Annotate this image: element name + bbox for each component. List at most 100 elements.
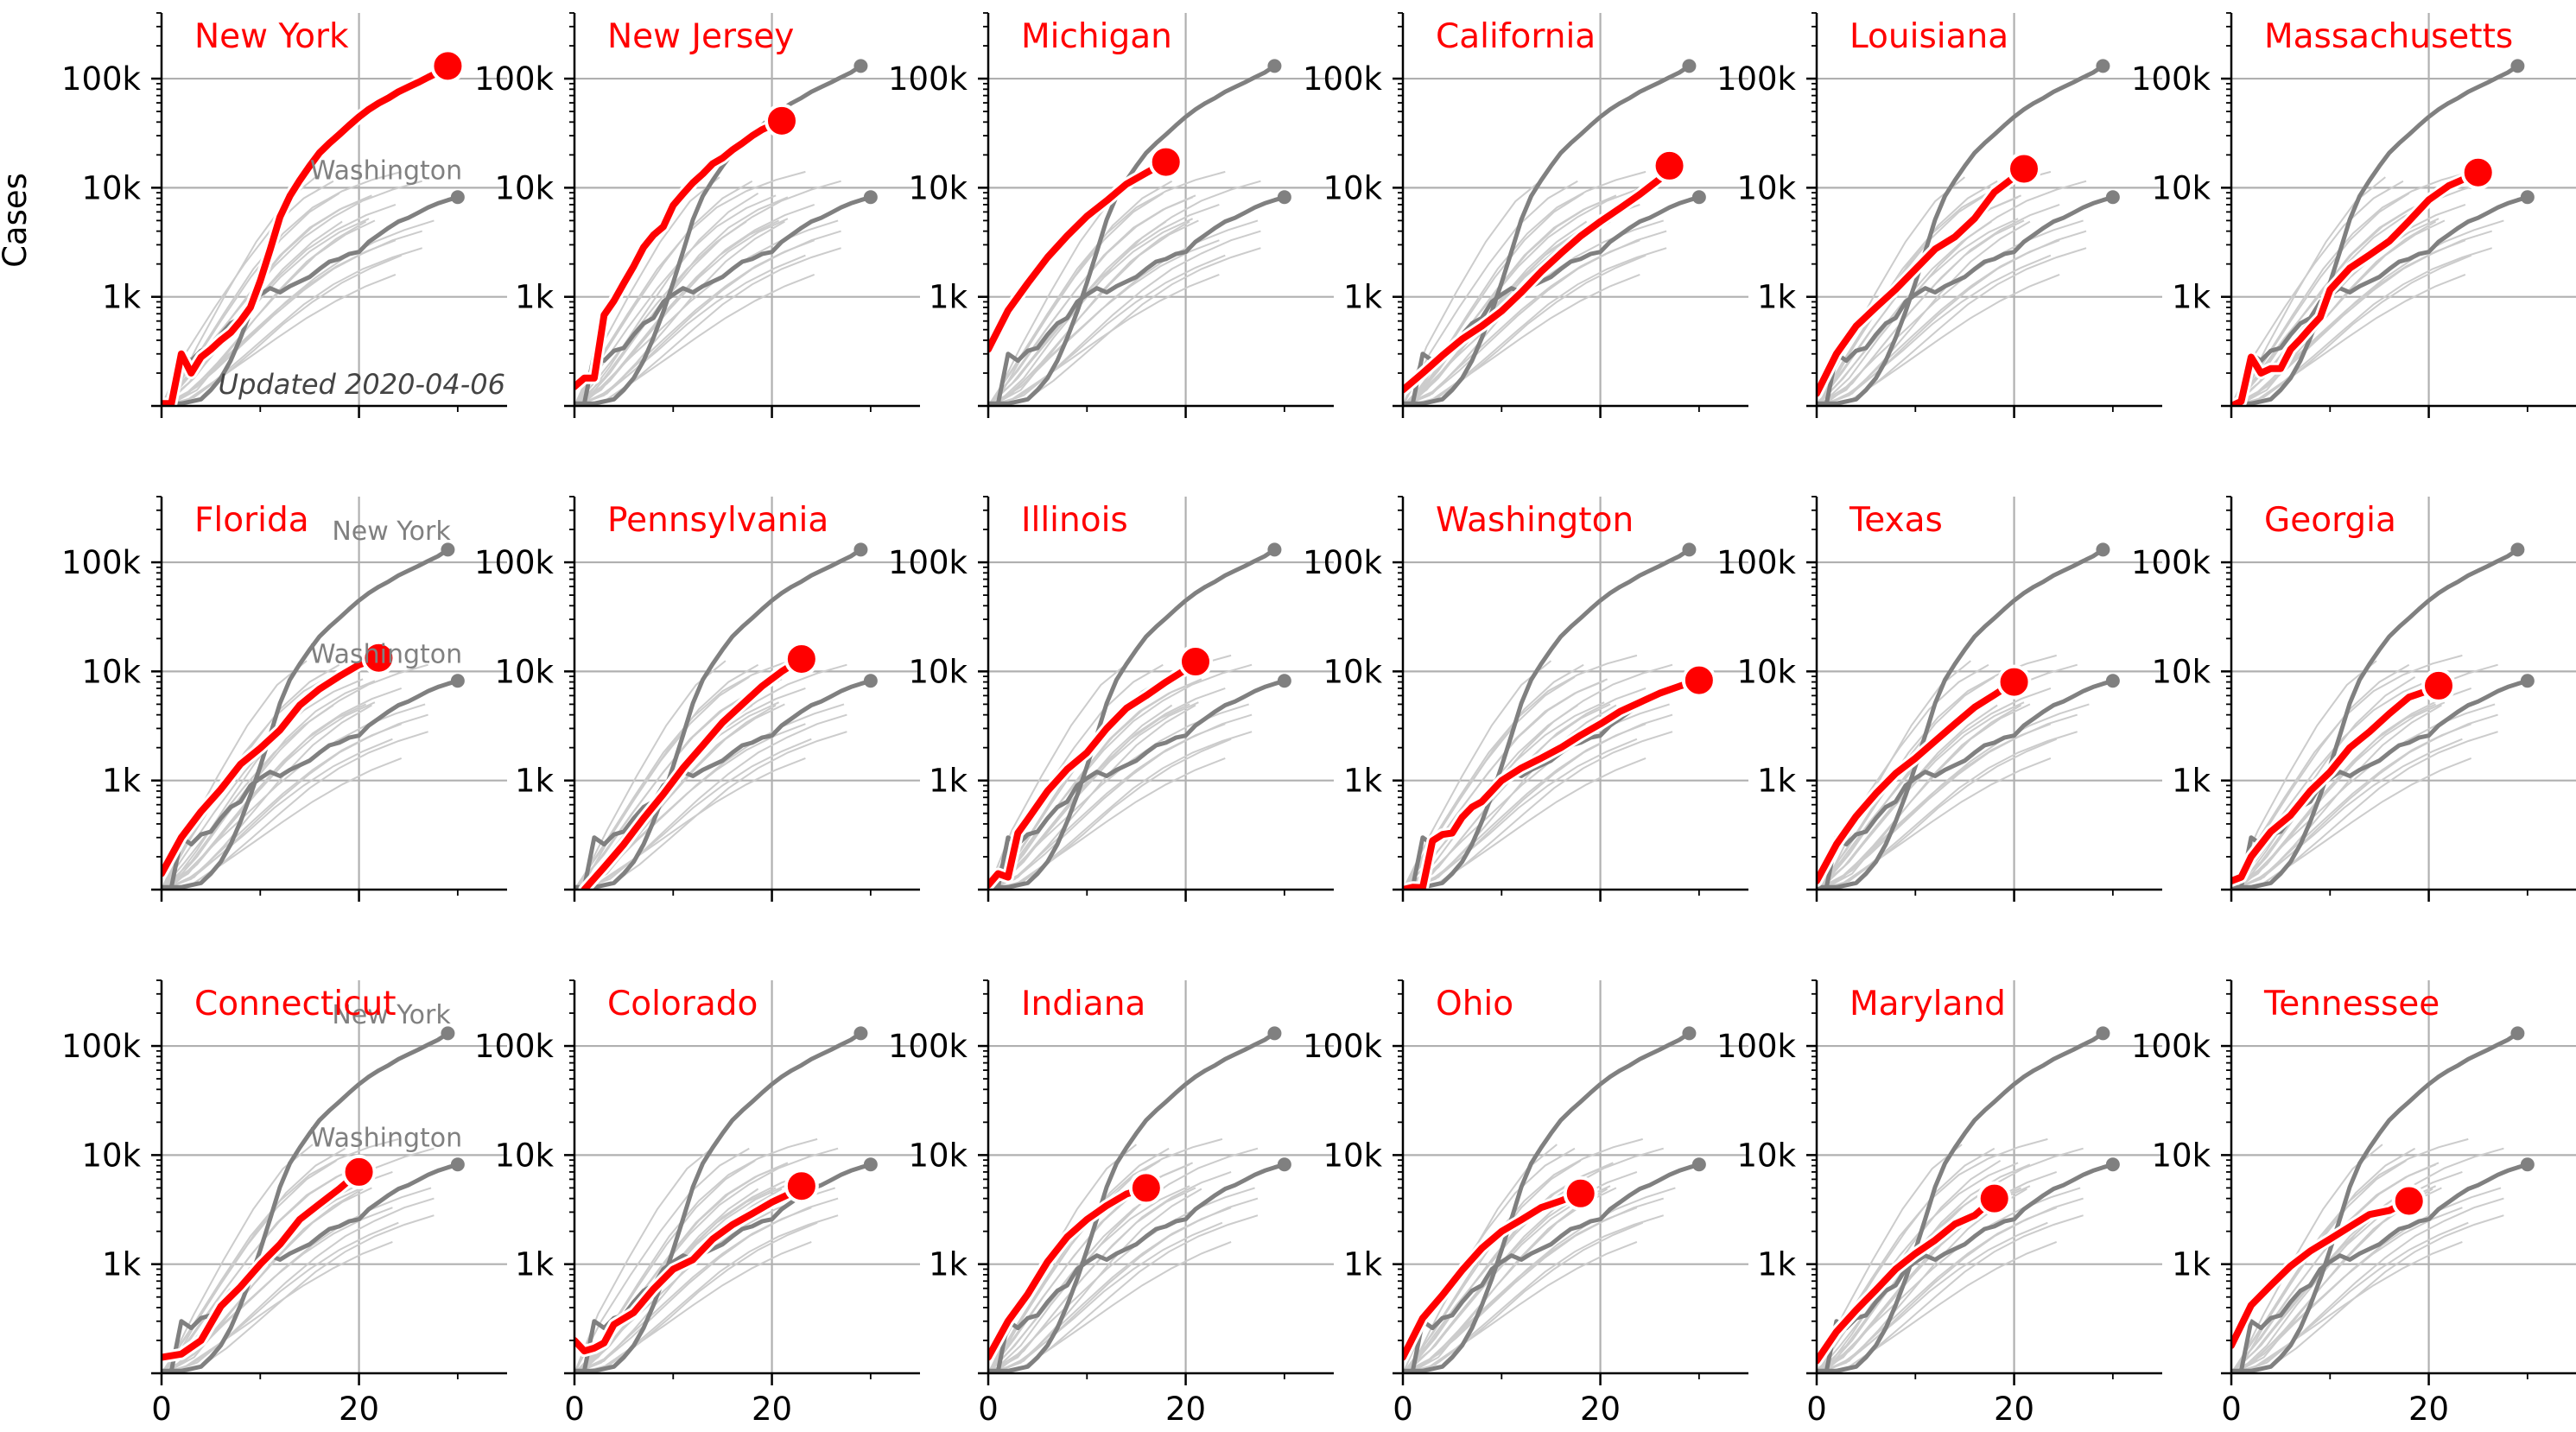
background-state-line [580, 731, 847, 890]
reference-endpoint-ny [853, 542, 868, 557]
reference-line-wa [162, 678, 459, 890]
panel-washington: Washington 1k 10k 100k [1303, 496, 1748, 902]
reference-endpoint-wa [863, 190, 878, 205]
highlight-line [1817, 1194, 1998, 1365]
background-lines [1817, 64, 2114, 406]
x-tick-label-20: 20 [2408, 1391, 2449, 1428]
background-state-line [1405, 1221, 1644, 1373]
highlight-line [574, 1182, 805, 1355]
y-tick-label-10k: 10k [908, 653, 968, 690]
background-state-line [1403, 1197, 1664, 1373]
background-state-line [162, 1240, 393, 1373]
panel-title: Florida [194, 501, 309, 540]
background-state-line [988, 239, 1220, 406]
background-state-line [162, 230, 422, 406]
background-state-line [574, 230, 841, 406]
y-tick-label-10k: 10k [1736, 653, 1796, 690]
highlight-endpoint [1652, 148, 1687, 183]
panel-texas: Texas 1k 10k 100k [1716, 496, 2162, 902]
background-state-line [162, 704, 334, 890]
panel-pennsylvania: Pennsylvania 1k 10k 100k [474, 496, 920, 902]
background-state-line [990, 219, 1199, 406]
panel-title: Louisiana [1850, 17, 2008, 56]
reference-line-ny [1817, 548, 2104, 890]
highlight-endpoint [1996, 664, 2032, 700]
panel-new-jersey: New Jersey 1k 10k 100k [474, 12, 920, 418]
highlight-line [581, 656, 805, 890]
reference-endpoint-wa [1277, 1157, 1291, 1172]
y-tick-label-100k: 100k [1303, 544, 1383, 581]
background-state-line [993, 230, 1261, 406]
highlight-line [1403, 1189, 1584, 1361]
background-state-line [1817, 219, 2025, 406]
panel-title: Colorado [607, 985, 758, 1023]
reference-line-wa [1817, 1162, 2114, 1373]
panel-title: Maryland [1850, 985, 2006, 1023]
y-tick-label-10k: 10k [81, 169, 141, 206]
background-state-line [1817, 1147, 2084, 1373]
reference-endpoint-ny [853, 1026, 868, 1041]
background-state-line [1817, 1197, 2084, 1373]
highlight-line [1817, 165, 2027, 397]
y-tick-label-100k: 100k [474, 544, 555, 581]
reference-endpoint-ny [1682, 59, 1697, 73]
panel-connecticut: New York Washington Connecticut 1k 10k 100k 0 2… [61, 979, 507, 1428]
highlight-endpoint [2007, 151, 2041, 187]
background-lines [1817, 1031, 2114, 1373]
background-state-line [167, 1197, 435, 1373]
background-state-line [1403, 1185, 1611, 1373]
background-state-line [167, 1214, 435, 1373]
background-state-line [1819, 738, 2058, 890]
background-state-line [576, 703, 785, 890]
reference-line-ny [2231, 64, 2519, 406]
panel-title: Tennessee [2263, 985, 2440, 1023]
highlight-endpoint [1178, 644, 1213, 680]
reference-line-wa [2231, 194, 2528, 406]
y-tick-label-1k: 1k [515, 1246, 555, 1283]
reference-endpoint-ny [2096, 1026, 2110, 1041]
x-tick-label-20: 20 [1580, 1391, 1621, 1428]
y-tick-label-1k: 1k [515, 279, 555, 316]
reference-line-ny [988, 1031, 1276, 1373]
panel-title: Georgia [2264, 501, 2396, 540]
y-tick-label-1k: 1k [1343, 1246, 1383, 1283]
background-state-line [580, 196, 789, 406]
background-state-line [993, 704, 1173, 890]
y-tick-label-1k: 1k [2172, 1246, 2211, 1283]
background-state-line [1817, 757, 2052, 890]
reference-endpoint-ny [1267, 1026, 1282, 1041]
highlight-line [1403, 162, 1673, 394]
panel-georgia: Georgia 1k 10k 100k [2131, 496, 2576, 902]
panel-title: Pennsylvania [607, 501, 828, 540]
reference-line-ny [1817, 1031, 2104, 1373]
y-tick-label-100k: 100k [888, 544, 968, 581]
background-state-line [2231, 1240, 2463, 1373]
background-lines [2231, 1031, 2528, 1373]
reference-line-ny [2231, 548, 2519, 890]
background-state-line [580, 713, 847, 890]
panel-california: California 1k 10k 100k [1303, 12, 1748, 418]
panel-title: Washington [1436, 501, 1634, 540]
reference-endpoint-wa [863, 1157, 878, 1172]
background-state-line [167, 680, 376, 890]
panel-new-york: Washington New York 1k 10k 100k Cases Updated … [0, 12, 507, 418]
background-state-line [1403, 1147, 1664, 1373]
y-tick-label-10k: 10k [81, 1137, 141, 1174]
panel-michigan: Michigan 1k 10k 100k [888, 12, 1334, 418]
highlight-endpoint [765, 103, 799, 138]
highlight-endpoint [2391, 1183, 2427, 1219]
background-state-line [990, 1147, 1259, 1373]
background-lines [162, 548, 459, 890]
background-state-line [167, 701, 376, 890]
background-state-line [991, 1197, 1259, 1373]
y-tick-label-1k: 1k [929, 763, 968, 800]
highlight-line [2231, 681, 2442, 884]
background-state-line [988, 663, 1253, 890]
panel-illinois: Illinois 1k 10k 100k [888, 496, 1334, 902]
panel-title: Texas [1849, 501, 1943, 540]
highlight-endpoint [361, 640, 397, 675]
background-state-line [993, 678, 1202, 890]
background-state-line [1408, 194, 1617, 406]
highlight-endpoint [341, 1154, 377, 1189]
